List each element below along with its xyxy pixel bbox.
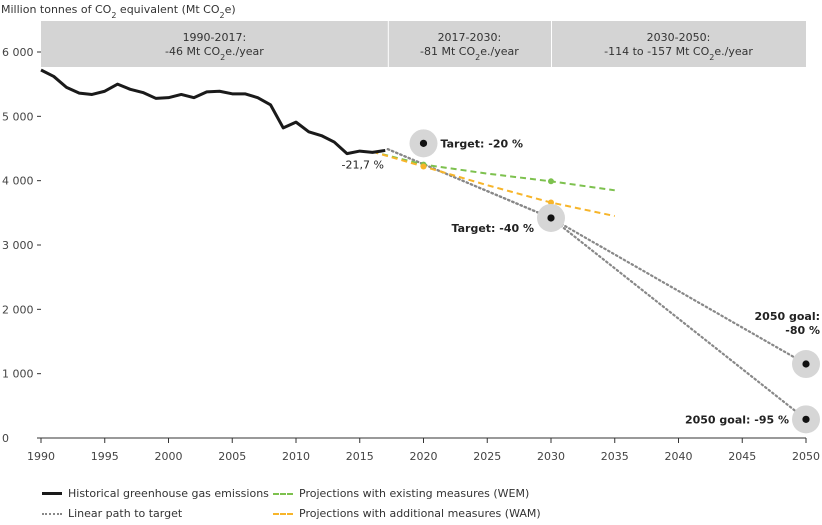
period-rate-subscript: 2 xyxy=(220,53,225,62)
legend-label-historical: Historical greenhouse gas emissions xyxy=(68,487,269,500)
legend-swatch-historical xyxy=(42,492,62,495)
x-tick-label: 2030 xyxy=(537,450,565,463)
period-rate-1: -81 Mt CO2e./year xyxy=(420,45,519,62)
x-tick-label: 2000 xyxy=(155,450,183,463)
x-tick-label: 2025 xyxy=(473,450,501,463)
goal-label-80-line1: 2050 goal: xyxy=(755,310,820,323)
target-dot xyxy=(802,360,810,368)
y-axis-title: Million tonnes of CO2 equivalent (Mt CO2… xyxy=(1,3,236,20)
x-tick-label: 2035 xyxy=(601,450,629,463)
period-rate-unit: e./year xyxy=(480,45,519,58)
period-rate-2: -114 to -157 Mt CO2e./year xyxy=(604,45,753,62)
period-box-1 xyxy=(388,21,551,67)
legend-item-historical: Historical greenhouse gas emissions xyxy=(42,487,269,500)
period-rate-text: -114 to -157 Mt CO xyxy=(604,45,709,58)
y-tick-label: 0 xyxy=(2,432,9,445)
target-dot xyxy=(419,139,428,147)
period-box-2 xyxy=(552,21,806,67)
legend-label-wam: Projections with additional measures (WA… xyxy=(299,507,541,520)
legend-item-linear-path: Linear path to target xyxy=(42,507,182,520)
x-tick-label: 2010 xyxy=(282,450,310,463)
target-dot xyxy=(547,214,555,222)
y-tick-label: 5 000 xyxy=(2,110,34,123)
x-tick-label: 2050 xyxy=(792,450,820,463)
y-tick-label: 6 000 xyxy=(2,46,34,59)
x-tick-label: 2015 xyxy=(346,450,374,463)
legend-swatch-wem xyxy=(273,492,293,495)
wem-projection-line xyxy=(372,150,615,192)
wem-marker xyxy=(548,178,554,185)
y-tick-label: 3 000 xyxy=(2,239,34,252)
x-tick-label: 2040 xyxy=(665,450,693,463)
targets-group: Target: -20 % Target: -40 % 2050 goal:-80 … xyxy=(342,129,820,434)
x-tick-label: 2045 xyxy=(728,450,756,463)
legend-swatch-linear-path xyxy=(42,512,62,515)
wam-marker xyxy=(420,163,427,170)
period-header-group: 1990-2017:-46 Mt CO2e./year2017-2030:-81… xyxy=(41,21,806,67)
period-label-1: 2017-2030: xyxy=(438,31,502,44)
period-rate-text: -46 Mt CO xyxy=(165,45,220,58)
period-rate-0: -46 Mt CO2e./year xyxy=(165,45,264,62)
legend-swatch-wam xyxy=(273,512,293,515)
x-axis: 1990 1995 2000 2005 2010 2015 2020 2025 2030 2035… xyxy=(27,437,820,463)
y-axis-ticks: 0 1 000 2 000 3 000 4 000 5 000 6 000 xyxy=(2,46,41,445)
y-tick-label: 1 000 xyxy=(2,368,34,381)
period-label-2: 2030-2050: xyxy=(647,31,711,44)
historical-emissions-line xyxy=(40,68,386,156)
x-tick-label: 2020 xyxy=(410,450,438,463)
period-box-0 xyxy=(41,21,388,67)
legend-label-linear-path: Linear path to target xyxy=(68,507,183,520)
reduction-annotation: -21,7 % xyxy=(342,159,384,172)
y-tick-label: 2 000 xyxy=(2,303,34,316)
target-label-2030: Target: -40 % xyxy=(452,222,534,235)
series-group xyxy=(40,68,808,421)
period-rate-subscript: 2 xyxy=(709,53,714,62)
period-rate-unit: e./year xyxy=(714,45,753,58)
x-tick-label: 2005 xyxy=(218,450,246,463)
target-dot xyxy=(802,415,810,423)
linear-path-line xyxy=(386,148,808,366)
period-label-0: 1990-2017: xyxy=(183,31,247,44)
legend-item-wem: Projections with existing measures (WEM) xyxy=(273,487,529,500)
wam-projection-line xyxy=(372,150,615,218)
period-rate-unit: e./year xyxy=(225,45,264,58)
wam-marker xyxy=(548,199,554,206)
legend-label-wem: Projections with existing measures (WEM) xyxy=(299,487,530,500)
goal-label-95: 2050 goal: -95 % xyxy=(685,413,789,426)
x-tick-label: 1995 xyxy=(91,450,119,463)
x-tick-label: 1990 xyxy=(27,450,55,463)
goal-label-80-line2: -80 % xyxy=(785,324,820,337)
y-tick-label: 4 000 xyxy=(2,175,34,188)
legend-item-wam: Projections with additional measures (WA… xyxy=(273,507,541,520)
target-label-2020: Target: -20 % xyxy=(441,137,523,150)
period-rate-subscript: 2 xyxy=(475,53,480,62)
period-rate-text: -81 Mt CO xyxy=(420,45,475,58)
linear-path-line xyxy=(386,148,808,421)
